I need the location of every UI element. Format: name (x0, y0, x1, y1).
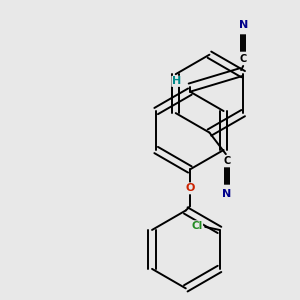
Text: O: O (185, 183, 195, 193)
Text: N: N (222, 189, 232, 199)
Text: N: N (238, 20, 248, 30)
Text: C: C (223, 156, 230, 166)
Text: C: C (239, 54, 247, 64)
Text: Cl: Cl (191, 221, 203, 231)
Text: H: H (172, 76, 181, 86)
